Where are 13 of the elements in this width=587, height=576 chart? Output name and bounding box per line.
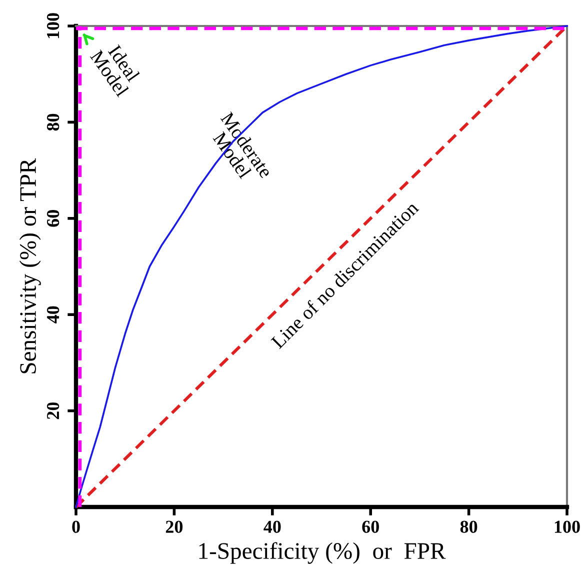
y-axis-title: Sensitivity (%) or TPR [19,158,41,374]
y-tick-label: 60 [46,210,60,227]
x-tick-label: 60 [362,520,379,533]
y-tick-label: 100 [46,13,60,38]
y-tick-label: 80 [46,114,60,131]
y-tick-label: 40 [46,306,60,324]
x-tick-label: 0 [72,520,80,533]
x-tick-label: 40 [264,520,281,533]
x-tick-label: 100 [554,520,580,533]
x-tick-label: 20 [166,520,183,533]
x-tick-label: 80 [460,520,478,533]
y-tick-label: 20 [46,402,60,420]
x-axis-title: 1-Specificity (%) or FPR [199,542,446,564]
